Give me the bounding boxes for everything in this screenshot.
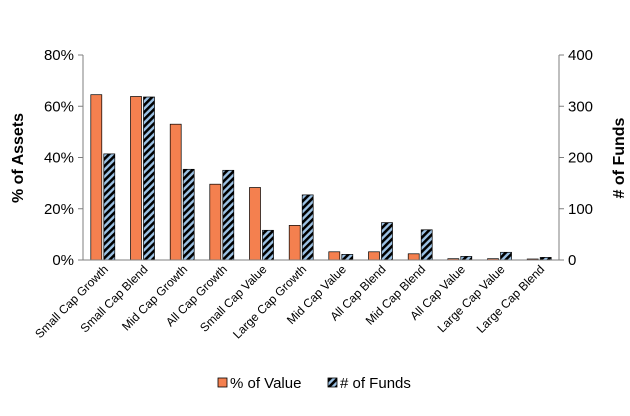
category-label: Large Cap Blend xyxy=(474,262,548,336)
legend-swatch-value xyxy=(217,377,228,388)
bar-value xyxy=(209,183,222,261)
bar-value xyxy=(249,187,261,261)
left-ticks: 0% 20% 40% 60% 80% xyxy=(44,47,83,269)
bar-value xyxy=(130,96,142,261)
y-right-tick-label: 400 xyxy=(568,47,593,64)
bar-funds xyxy=(500,251,512,261)
bar-funds xyxy=(301,194,314,261)
bar-funds xyxy=(341,254,354,261)
y-axis-title: % of Assets xyxy=(10,113,27,203)
category-label: Small Cap Growth xyxy=(32,262,111,341)
legend: % of Value # of Funds xyxy=(217,375,411,392)
y-right-tick-label: 100 xyxy=(568,201,593,218)
right-ticks: 0 100 200 300 400 xyxy=(559,47,593,269)
bar-value xyxy=(169,123,182,261)
y-tick-label: 60% xyxy=(44,98,74,115)
bar-funds xyxy=(143,96,155,261)
bar-value xyxy=(407,253,420,261)
legend-label-funds: # of Funds xyxy=(340,375,411,392)
bar-value xyxy=(288,225,301,261)
bar-funds xyxy=(182,168,195,261)
bar-funds xyxy=(420,229,433,261)
y-right-tick-label: 300 xyxy=(568,98,593,115)
bar-funds xyxy=(381,222,393,261)
bar-funds xyxy=(222,169,235,261)
bar-funds xyxy=(460,256,473,261)
y-tick-label: 0% xyxy=(52,252,74,269)
bar-value xyxy=(368,251,380,261)
category-label: Small Cap Blend xyxy=(78,262,151,335)
bars-layer xyxy=(90,94,552,261)
category-label: Large Cap Value xyxy=(435,262,508,335)
bar-funds xyxy=(262,229,274,261)
category-label: Large Cap Growth xyxy=(230,262,309,341)
y-axis-right-title: # of Funds xyxy=(611,117,628,198)
y-tick-label: 80% xyxy=(44,47,74,64)
y-tick-label: 40% xyxy=(44,150,74,167)
y-right-tick-label: 200 xyxy=(568,150,593,167)
bar-funds xyxy=(103,153,116,261)
bar-value xyxy=(328,251,341,261)
bar-value xyxy=(90,94,103,261)
y-tick-label: 20% xyxy=(44,201,74,218)
legend-label-value: % of Value xyxy=(230,375,301,392)
legend-swatch-funds xyxy=(327,377,338,388)
y-right-tick-label: 0 xyxy=(568,252,576,269)
